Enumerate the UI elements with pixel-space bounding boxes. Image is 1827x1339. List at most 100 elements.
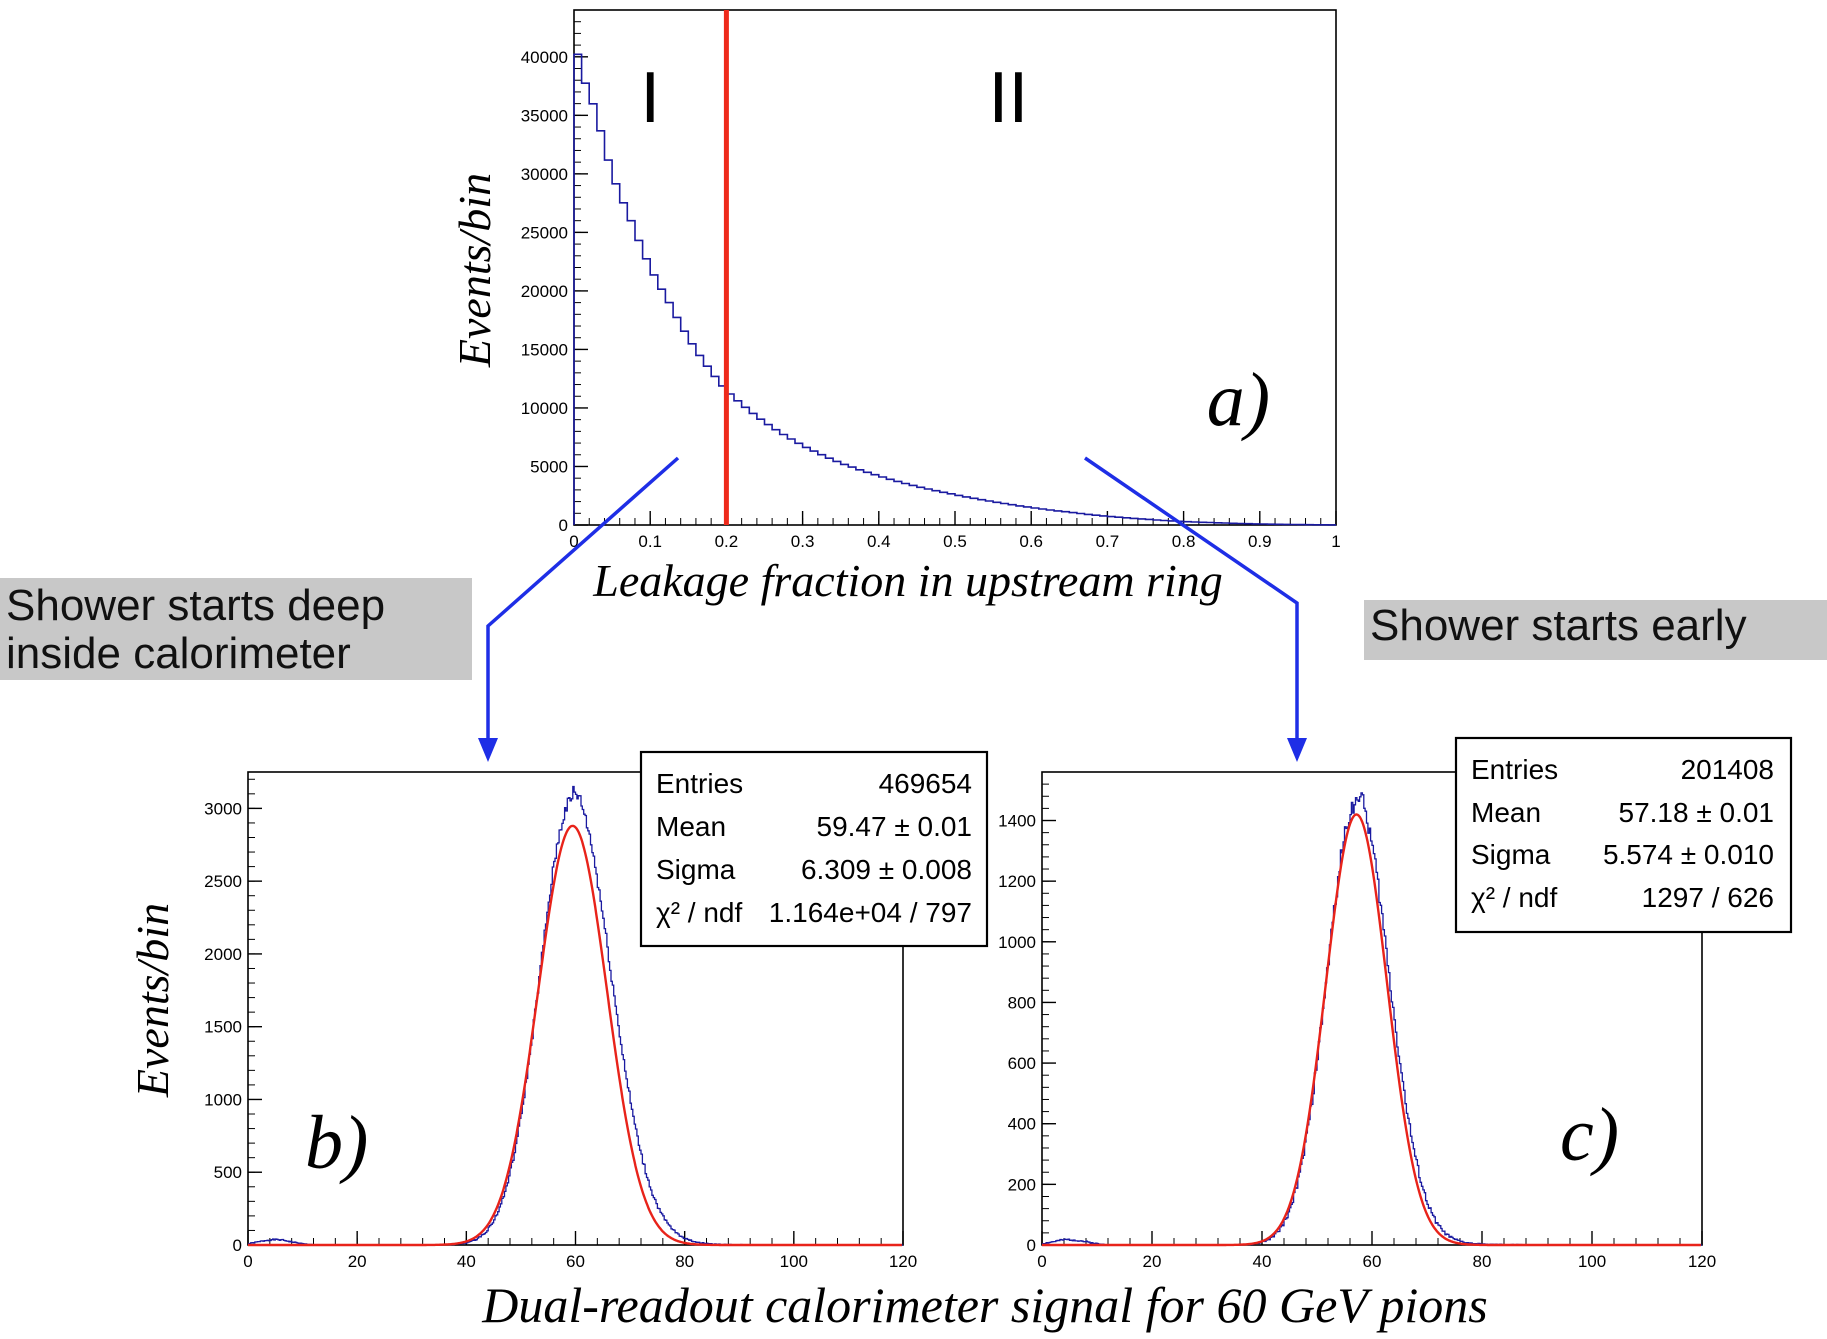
stats-label: Mean [656, 811, 726, 842]
y-tick-label: 10000 [521, 399, 568, 418]
callout-right-background [1364, 600, 1827, 660]
y-tick-label: 400 [1008, 1115, 1036, 1134]
y-tick-label: 1000 [998, 933, 1036, 952]
y-tick-label: 5000 [530, 457, 568, 476]
panel-a-histogram [573, 53, 1336, 526]
x-tick-label: 0 [569, 532, 578, 551]
panel-c-stats-frame [1454, 736, 1793, 934]
stats-value: 1297 / 626 [1642, 882, 1774, 913]
x-tick-label: 0 [1037, 1252, 1046, 1271]
panel-a-ylabel: Events/bin [449, 173, 500, 368]
y-tick-label: 15000 [521, 340, 568, 359]
panel-b-stats-frame [639, 750, 989, 948]
stats-label: Entries [656, 768, 743, 799]
panel-a-xlabel: Leakage fraction in upstream ring [592, 555, 1222, 606]
y-tick-label: 1000 [204, 1090, 242, 1109]
y-tick-label: 600 [1008, 1054, 1036, 1073]
panel-a-label: a) [1207, 358, 1270, 442]
x-tick-label: 100 [780, 1252, 808, 1271]
stats-value: 1.164e+04 / 797 [769, 897, 972, 928]
callout-left-line-2: inside calorimeter [6, 629, 351, 678]
panel-c: 0 20 40 60 80 100 1200200400600800100012001400… [998, 736, 1793, 1271]
x-tick-label: 1 [1331, 532, 1340, 551]
shared-xlabel: Dual-readout calorimeter signal for 60 G… [481, 1277, 1488, 1333]
stats-label: Entries [1471, 754, 1558, 785]
y-tick-label: 1400 [998, 812, 1036, 831]
y-tick-label: 30000 [521, 165, 568, 184]
x-tick-label: 120 [889, 1252, 917, 1271]
x-tick-label: 60 [1363, 1252, 1382, 1271]
panel-c-label: c) [1560, 1093, 1619, 1177]
panel-a-frame [573, 9, 1337, 526]
x-tick-label: 0.3 [791, 532, 815, 551]
y-tick-label: 0 [233, 1236, 242, 1255]
y-tick-label: 500 [214, 1163, 242, 1182]
y-tick-label: 40000 [521, 48, 568, 67]
x-tick-label: 80 [1473, 1252, 1492, 1271]
x-tick-label: 120 [1688, 1252, 1716, 1271]
x-tick-label: 0.7 [1096, 532, 1120, 551]
callout-left-line-1: Shower starts deep [6, 581, 385, 630]
y-tick-label: 0 [1027, 1236, 1036, 1255]
panel-b-label: b) [305, 1101, 368, 1185]
x-tick-label: 40 [1253, 1252, 1272, 1271]
panel-c-stats-box: Entries 201408 Mean 57.18 ± 0.01 Sigma 5… [1454, 736, 1793, 934]
x-tick-label: 0.5 [943, 532, 967, 551]
y-tick-label: 1500 [204, 1018, 242, 1037]
panel-b: 0 20 40 60 80 100 120050010001500200025003000 … [127, 750, 989, 1271]
callout-left: Shower starts deep inside calorimeter [0, 578, 472, 680]
x-tick-label: 100 [1578, 1252, 1606, 1271]
panel-b-ticks: 0 20 40 60 80 100 120 0 500 1000 1500 2000 2500 3000 [204, 778, 917, 1271]
x-tick-label: 0.4 [867, 532, 891, 551]
y-tick-label: 800 [1008, 993, 1036, 1012]
connector-arrows [478, 456, 1307, 762]
panel-c-fit-curve [1042, 813, 1701, 1247]
y-tick-label: 200 [1008, 1175, 1036, 1194]
y-tick-label: 0 [559, 516, 568, 535]
arrow-right-head [1287, 738, 1307, 762]
stats-value: 59.47 ± 0.01 [817, 811, 973, 842]
x-tick-label: 0.2 [715, 532, 739, 551]
y-tick-label: 2000 [204, 945, 242, 964]
panel-a: 0 0.1 0.2 0.3 0.4 0.5 0.6 0.7 0.8 0.9 1 0 5000 10000 1… [449, 9, 1341, 606]
y-tick-label: 25000 [521, 223, 568, 242]
x-tick-label: 0.1 [638, 532, 662, 551]
arrow-left [486, 456, 680, 752]
x-tick-label: 20 [348, 1252, 367, 1271]
x-tick-label: 0 [243, 1252, 252, 1271]
panel-a-ticks: 0 0.1 0.2 0.3 0.4 0.5 0.6 0.7 0.8 0.9 1 0 5000 10000 1… [521, 9, 1341, 551]
stats-value: 201408 [1681, 754, 1774, 785]
stats-label: Mean [1471, 797, 1541, 828]
stats-label: χ² / ndf [1471, 882, 1558, 913]
y-tick-label: 20000 [521, 282, 568, 301]
y-tick-label: 3000 [204, 799, 242, 818]
stats-value: 57.18 ± 0.01 [1619, 797, 1775, 828]
stats-label: χ² / ndf [656, 897, 743, 928]
arrow-right [1084, 456, 1299, 752]
x-tick-label: 0.8 [1172, 532, 1196, 551]
region-label-i: I [640, 58, 660, 138]
stats-label: Sigma [1471, 839, 1551, 870]
stats-value: 469654 [879, 768, 972, 799]
panel-b-fit-curve [248, 824, 902, 1247]
stats-value: 5.574 ± 0.010 [1603, 839, 1774, 870]
region-label-ii: II [988, 58, 1028, 138]
y-tick-label: 2500 [204, 872, 242, 891]
panel-b-ylabel: Events/bin [127, 903, 178, 1098]
stats-value: 6.309 ± 0.008 [801, 854, 972, 885]
callout-right: Shower starts early [1364, 600, 1827, 660]
y-tick-label: 35000 [521, 106, 568, 125]
stats-label: Sigma [656, 854, 736, 885]
callout-left-background [0, 578, 472, 680]
arrow-left-head [478, 738, 498, 762]
callout-right-line-1: Shower starts early [1370, 601, 1747, 650]
x-tick-label: 0.9 [1248, 532, 1272, 551]
x-tick-label: 0.6 [1019, 532, 1043, 551]
y-tick-label: 1200 [998, 872, 1036, 891]
x-tick-label: 20 [1143, 1252, 1162, 1271]
x-tick-label: 80 [675, 1252, 694, 1271]
x-tick-label: 40 [457, 1252, 476, 1271]
